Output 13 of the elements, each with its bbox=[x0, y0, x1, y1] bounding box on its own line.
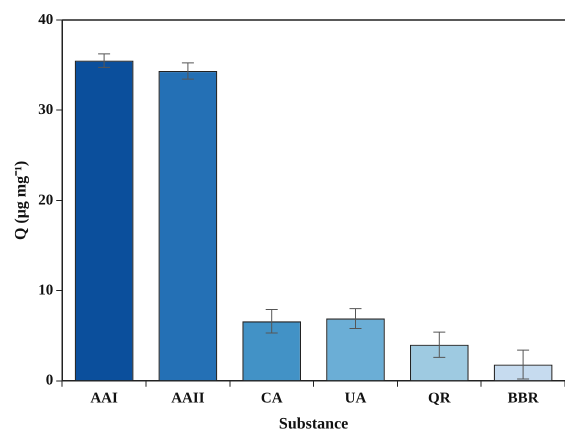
y-tick-label: 0 bbox=[46, 372, 54, 389]
x-tick-label: AAI bbox=[90, 390, 118, 407]
x-tick-label: UA bbox=[344, 390, 366, 407]
x-tick-label: QR bbox=[428, 390, 451, 407]
y-tick-label: 20 bbox=[38, 192, 54, 208]
x-axis-title: Substance bbox=[278, 416, 348, 433]
x-tick-label: CA bbox=[260, 390, 283, 407]
x-tick-label: AAII bbox=[171, 390, 205, 407]
x-tick-label: BBR bbox=[508, 390, 539, 407]
y-tick-label: 30 bbox=[38, 102, 54, 118]
y-tick-label: 10 bbox=[38, 282, 54, 298]
y-tick-label: 40 bbox=[38, 12, 54, 28]
y-axis-title: Q (μg mg⁻¹) bbox=[12, 160, 30, 240]
